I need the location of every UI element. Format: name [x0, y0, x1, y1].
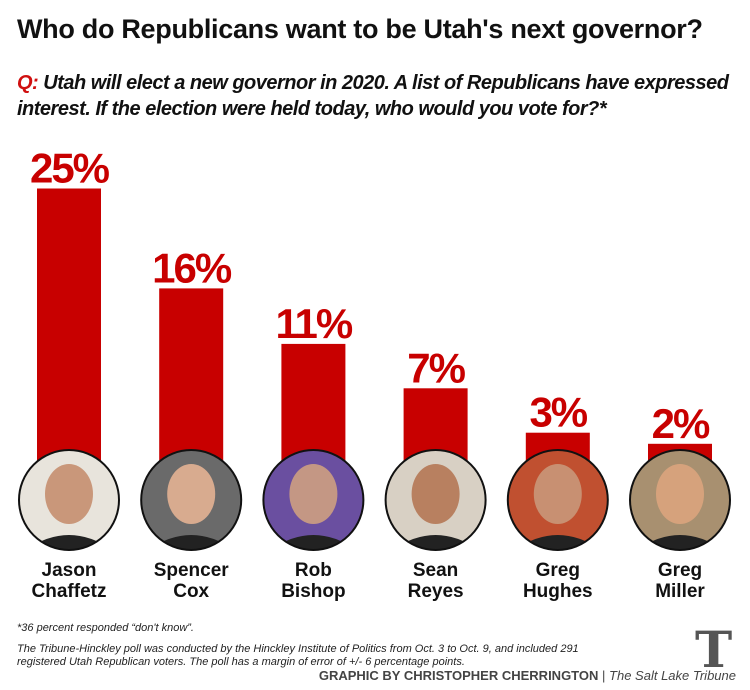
credit-graphic: GRAPHIC BY CHRISTOPHER CHERRINGTON: [318, 668, 599, 683]
bar-value-label: 25%: [30, 145, 110, 192]
tribune-logo: T: [695, 620, 733, 679]
note-dont-know: *36 percent responded “don't know”.: [17, 622, 194, 634]
last-name: Cox: [173, 581, 210, 602]
candidate-name: Rob Bishop: [253, 560, 373, 602]
candidate-photo: [262, 449, 365, 551]
candidate-name: Sean Reyes: [376, 560, 496, 602]
first-name: Greg: [535, 560, 580, 581]
candidate-photo: [140, 449, 243, 551]
last-name: Hughes: [522, 581, 593, 602]
last-name: Chaffetz: [31, 581, 107, 602]
bar-value-label: 16%: [152, 244, 232, 291]
first-name: Jason: [41, 560, 97, 581]
candidate-name: Spencer Cox: [131, 560, 251, 602]
chart-title: Who do Republicans want to be Utah's nex…: [17, 14, 703, 44]
bar: [159, 288, 224, 466]
candidate-photo: [506, 449, 609, 551]
first-name: Greg: [657, 560, 703, 581]
bar: [37, 188, 101, 466]
bar-value-label: 7%: [407, 344, 465, 391]
candidate-photo: [18, 449, 120, 551]
last-name: Reyes: [407, 581, 464, 602]
candidate-photo: [629, 449, 731, 551]
bar: [281, 343, 346, 466]
question-text: Utah will elect a new governor in 2020. …: [17, 72, 729, 120]
candidate-name: Greg Hughes: [498, 560, 618, 602]
credit-separator: |: [602, 668, 606, 683]
first-name: Spencer: [153, 560, 229, 581]
bar-value-label: 2%: [652, 400, 710, 447]
credit-paper: The Salt Lake Tribune: [609, 668, 736, 683]
first-name: Rob: [294, 560, 332, 581]
candidate-name: Jason Chaffetz: [9, 560, 129, 602]
last-name: Bishop: [281, 581, 346, 602]
question-prefix: Q:: [17, 72, 39, 94]
bar-value-label: 3%: [529, 389, 587, 436]
note-poll: The Tribune-Hinckley poll was conducted …: [17, 643, 579, 668]
candidate-photo: [384, 449, 487, 551]
candidate-name: Greg Miller: [620, 560, 740, 602]
question: Q: Utah will elect a new governor in 202…: [17, 70, 737, 122]
last-name: Miller: [655, 581, 705, 602]
bar-value-label: 11%: [276, 300, 353, 347]
first-name: Sean: [412, 560, 459, 581]
credit: GRAPHIC BY CHRISTOPHER CHERRINGTON | The…: [319, 668, 736, 683]
